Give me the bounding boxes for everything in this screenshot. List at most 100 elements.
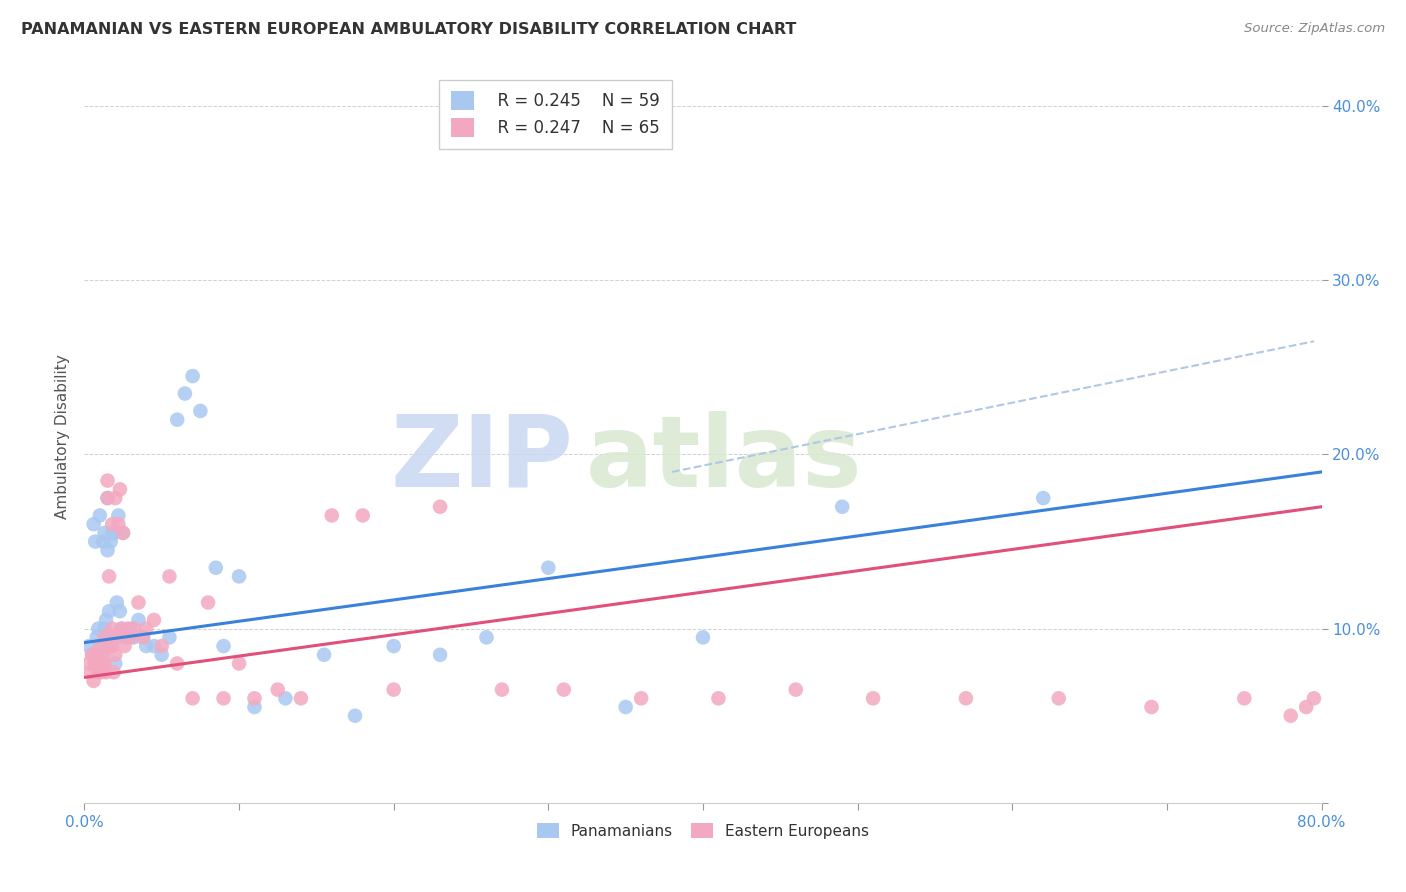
Point bbox=[101, 622, 124, 636]
Point bbox=[96, 474, 118, 488]
Point bbox=[143, 613, 166, 627]
Point bbox=[91, 657, 114, 671]
Point bbox=[84, 534, 107, 549]
Point bbox=[90, 665, 112, 680]
Point bbox=[1279, 708, 1302, 723]
Point bbox=[103, 631, 125, 645]
Point bbox=[105, 595, 128, 609]
Text: PANAMANIAN VS EASTERN EUROPEAN AMBULATORY DISABILITY CORRELATION CHART: PANAMANIAN VS EASTERN EUROPEAN AMBULATOR… bbox=[21, 22, 796, 37]
Point bbox=[475, 631, 498, 645]
Point bbox=[159, 569, 180, 583]
Point bbox=[1302, 691, 1324, 706]
Point bbox=[150, 639, 173, 653]
Point bbox=[94, 665, 117, 680]
Point bbox=[135, 639, 157, 653]
Point bbox=[1032, 491, 1054, 505]
Point bbox=[104, 491, 127, 505]
Point bbox=[120, 631, 142, 645]
Point bbox=[243, 691, 266, 706]
Point bbox=[103, 665, 125, 680]
Point bbox=[100, 534, 122, 549]
Point bbox=[290, 691, 312, 706]
Point bbox=[831, 500, 853, 514]
Point bbox=[86, 648, 108, 662]
Point bbox=[107, 517, 129, 532]
Point bbox=[382, 639, 405, 653]
Point bbox=[343, 708, 366, 723]
Point bbox=[321, 508, 343, 523]
Point bbox=[91, 534, 114, 549]
Point bbox=[104, 648, 127, 662]
Point bbox=[352, 508, 374, 523]
Point bbox=[692, 631, 714, 645]
Point bbox=[132, 631, 155, 645]
Point bbox=[267, 682, 290, 697]
Point bbox=[112, 525, 135, 540]
Point bbox=[96, 543, 118, 558]
Point bbox=[105, 631, 128, 645]
Point bbox=[174, 386, 197, 401]
Point bbox=[197, 595, 219, 609]
Text: Source: ZipAtlas.com: Source: ZipAtlas.com bbox=[1244, 22, 1385, 36]
Point bbox=[93, 657, 115, 671]
Point bbox=[101, 525, 124, 540]
Point bbox=[150, 648, 173, 662]
Point bbox=[228, 569, 250, 583]
Point bbox=[91, 648, 114, 662]
Legend: Panamanians, Eastern Europeans: Panamanians, Eastern Europeans bbox=[530, 815, 876, 847]
Point bbox=[104, 657, 127, 671]
Y-axis label: Ambulatory Disability: Ambulatory Disability bbox=[55, 355, 70, 519]
Point bbox=[84, 657, 107, 671]
Point bbox=[94, 631, 117, 645]
Point bbox=[188, 404, 211, 418]
Point bbox=[228, 657, 250, 671]
Point bbox=[98, 639, 121, 653]
Point bbox=[143, 639, 166, 653]
Text: ZIP: ZIP bbox=[391, 410, 574, 508]
Point bbox=[114, 631, 136, 645]
Point bbox=[166, 657, 188, 671]
Point bbox=[122, 631, 145, 645]
Point bbox=[89, 657, 111, 671]
Point bbox=[77, 639, 100, 653]
Point bbox=[91, 639, 114, 653]
Point bbox=[553, 682, 575, 697]
Point bbox=[122, 622, 145, 636]
Point bbox=[96, 491, 118, 505]
Point bbox=[785, 682, 807, 697]
Point bbox=[212, 639, 235, 653]
Text: atlas: atlas bbox=[585, 410, 862, 508]
Point bbox=[93, 622, 115, 636]
Point bbox=[112, 525, 135, 540]
Point bbox=[117, 622, 139, 636]
Point bbox=[181, 369, 204, 384]
Point bbox=[89, 639, 111, 653]
Point bbox=[312, 648, 335, 662]
Point bbox=[127, 613, 149, 627]
Point bbox=[94, 613, 117, 627]
Point bbox=[1295, 700, 1317, 714]
Point bbox=[614, 700, 637, 714]
Point bbox=[159, 631, 180, 645]
Point bbox=[110, 622, 132, 636]
Point bbox=[82, 648, 104, 662]
Point bbox=[89, 508, 111, 523]
Point bbox=[382, 682, 405, 697]
Point bbox=[243, 700, 266, 714]
Point bbox=[1047, 691, 1070, 706]
Point bbox=[491, 682, 513, 697]
Point bbox=[108, 483, 131, 497]
Point bbox=[707, 691, 730, 706]
Point bbox=[77, 657, 100, 671]
Point bbox=[1140, 700, 1163, 714]
Point bbox=[87, 665, 110, 680]
Point bbox=[537, 560, 560, 574]
Point bbox=[83, 673, 105, 688]
Point bbox=[96, 491, 118, 505]
Point bbox=[120, 622, 142, 636]
Point bbox=[104, 525, 127, 540]
Point bbox=[630, 691, 652, 706]
Point bbox=[79, 665, 101, 680]
Point bbox=[93, 631, 115, 645]
Point bbox=[429, 648, 451, 662]
